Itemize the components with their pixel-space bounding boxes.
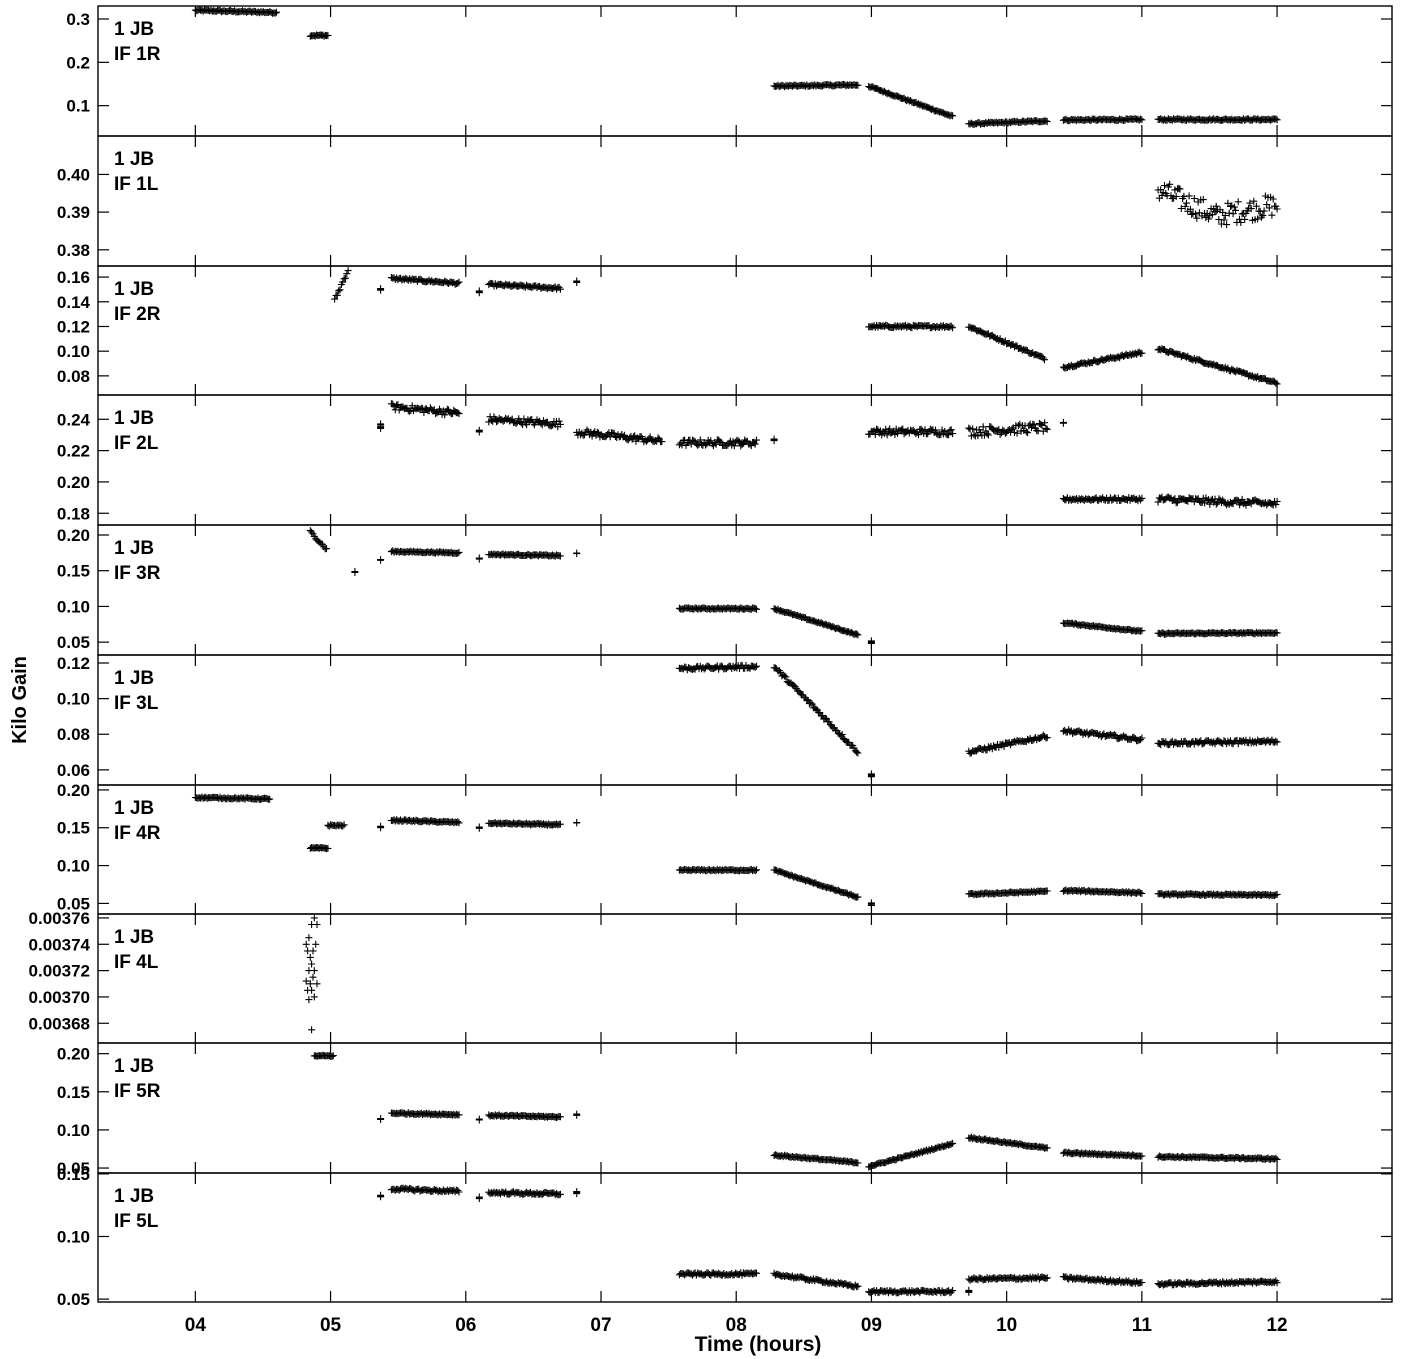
y-tick-label: 0.1 — [66, 97, 90, 116]
panel-series-label: IF 4R — [114, 823, 161, 844]
panel-frame — [98, 914, 1392, 1043]
panel-if-3r: 0.05 0.10 0.15 0.20 1 JB IF 3R — [57, 525, 1392, 655]
x-tick-label: 11 — [1132, 1315, 1153, 1336]
y-tick-label: 0.00374 — [29, 935, 91, 954]
data-points — [192, 6, 1281, 128]
panel-if-3l: 0.06 0.08 0.10 0.12 1 JB IF 3L — [57, 654, 1392, 785]
panel-if-2l: 0.18 0.20 0.22 0.24 1 JB IF 2L — [57, 395, 1392, 525]
y-tick-label: 0.3 — [66, 10, 90, 29]
y-tick-label: 0.10 — [57, 597, 90, 616]
y-tick-label: 0.08 — [57, 367, 90, 386]
panel-series-label: IF 5R — [114, 1081, 161, 1102]
panel-antenna-label: 1 JB — [114, 408, 154, 429]
panel-series-label: IF 2L — [114, 433, 159, 454]
y-tick-label: 0.20 — [57, 781, 90, 800]
y-tick-label: 0.05 — [57, 633, 90, 652]
y-tick-label: 0.08 — [57, 725, 90, 744]
panel-frame — [98, 395, 1392, 525]
panel-series-label: IF 3L — [114, 693, 159, 714]
data-points — [307, 527, 1281, 647]
panel-antenna-label: 1 JB — [114, 538, 154, 559]
x-tick-label: 08 — [726, 1315, 747, 1336]
x-tick-label: 04 — [185, 1315, 207, 1336]
panel-series-label: IF 1R — [114, 44, 161, 65]
panel-antenna-label: 1 JB — [114, 19, 154, 40]
y-tick-label: 0.06 — [57, 761, 90, 780]
panel-frame — [98, 655, 1392, 785]
y-tick-label: 0.10 — [57, 1227, 90, 1246]
panel-series-label: IF 1L — [114, 174, 159, 195]
panel-if-5l: 0.05 0.10 0.15 1 JB IF 5L — [57, 1165, 1392, 1309]
y-tick-label: 0.00368 — [29, 1014, 90, 1033]
panel-if-4l: 0.00368 0.00370 0.00372 0.00374 0.00376 1 JB I… — [29, 909, 1392, 1043]
y-tick-label: 0.10 — [57, 857, 90, 876]
y-tick-label: 0.40 — [57, 165, 90, 184]
y-tick-label: 0.14 — [57, 293, 91, 312]
data-points — [1155, 181, 1281, 228]
data-points — [676, 662, 1281, 781]
panel-series-label: IF 2R — [114, 304, 161, 325]
y-tick-label: 0.15 — [57, 819, 90, 838]
panel-if-1r: 0.1 0.2 0.3 1 JB IF 1R — [66, 6, 1392, 136]
panel-antenna-label: 1 JB — [114, 149, 154, 170]
y-tick-label: 0.16 — [57, 268, 90, 287]
y-tick-label: 0.05 — [57, 1290, 90, 1309]
y-tick-label: 0.2 — [66, 53, 90, 72]
data-points — [377, 400, 1281, 509]
y-tick-label: 0.10 — [57, 342, 90, 361]
y-tick-label: 0.24 — [57, 410, 91, 429]
y-tick-label: 0.15 — [57, 1165, 90, 1184]
y-tick-label: 0.12 — [57, 654, 90, 673]
panel-antenna-label: 1 JB — [114, 1056, 154, 1077]
panel-if-1l: 0.38 0.39 0.40 1 JB IF 1L — [57, 136, 1392, 266]
x-tick-label: 12 — [1266, 1315, 1287, 1336]
x-tick-label: 07 — [590, 1315, 611, 1336]
data-points — [192, 794, 1281, 909]
panel-antenna-label: 1 JB — [114, 1186, 154, 1207]
y-tick-label: 0.15 — [57, 1083, 90, 1102]
y-tick-label: 0.15 — [57, 562, 90, 581]
y-tick-label: 0.39 — [57, 203, 90, 222]
data-points — [377, 1185, 1281, 1297]
x-tick-label: 10 — [996, 1315, 1017, 1336]
y-axis-label: Kilo Gain — [9, 656, 31, 744]
data-points — [303, 914, 321, 1033]
panel-antenna-label: 1 JB — [114, 279, 154, 300]
y-tick-label: 0.10 — [57, 1121, 90, 1140]
y-tick-label: 0.00372 — [29, 962, 90, 981]
y-tick-label: 0.10 — [57, 690, 90, 709]
x-tick-label: 06 — [455, 1315, 476, 1336]
panel-frame — [98, 266, 1392, 395]
y-tick-label: 0.20 — [57, 1045, 90, 1064]
y-tick-label: 0.00376 — [29, 909, 90, 928]
x-tick-label: 05 — [320, 1315, 342, 1336]
y-tick-label: 0.00370 — [29, 988, 90, 1007]
panel-series-label: IF 5L — [114, 1211, 159, 1232]
y-tick-label: 0.20 — [57, 473, 90, 492]
y-tick-label: 0.18 — [57, 504, 90, 523]
y-tick-label: 0.12 — [57, 317, 90, 336]
panel-if-2r: 0.08 0.10 0.12 0.14 0.16 1 JB IF 2R — [57, 266, 1392, 395]
panel-antenna-label: 1 JB — [114, 668, 154, 689]
y-tick-label: 0.38 — [57, 241, 90, 260]
panel-series-label: IF 3R — [114, 563, 161, 584]
panel-series-label: IF 4L — [114, 952, 159, 973]
data-points — [331, 267, 1281, 387]
x-axis-label: Time (hours) — [695, 1333, 822, 1356]
panel-antenna-label: 1 JB — [114, 798, 154, 819]
y-tick-label: 0.20 — [57, 526, 90, 545]
data-points — [311, 1052, 1281, 1171]
panel-antenna-label: 1 JB — [114, 927, 154, 948]
y-tick-label: 0.22 — [57, 442, 90, 461]
x-tick-label: 09 — [861, 1315, 882, 1336]
